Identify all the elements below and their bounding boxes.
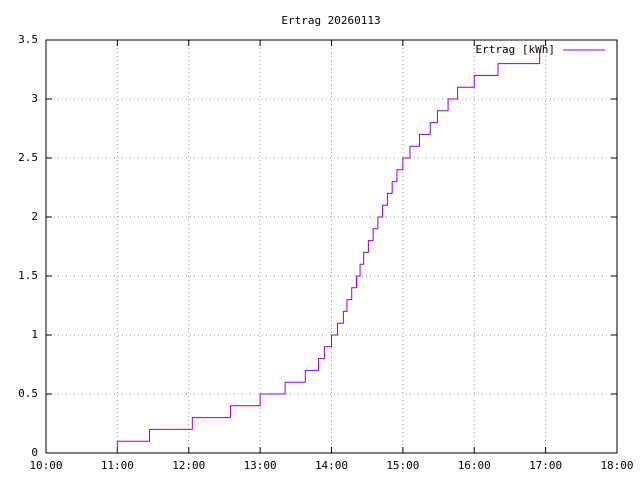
legend-label: Ertrag [kWh] [476, 43, 555, 56]
x-tick-label: 10:00 [29, 459, 62, 472]
y-tick-label: 0.5 [18, 387, 38, 400]
y-tick-label: 1 [31, 328, 38, 341]
x-tick-label: 16:00 [458, 459, 491, 472]
y-tick-label: 3 [31, 92, 38, 105]
x-tick-label: 18:00 [600, 459, 633, 472]
x-tick-label: 11:00 [101, 459, 134, 472]
y-tick-label: 2.5 [18, 151, 38, 164]
x-tick-label: 15:00 [386, 459, 419, 472]
plot-border [45, 39, 618, 454]
data-line [116, 51, 541, 453]
y-tick-label: 0 [31, 446, 38, 459]
y-tick-label: 3.5 [18, 33, 38, 46]
y-tick-label: 2 [31, 210, 38, 223]
x-tick-label: 17:00 [529, 459, 562, 472]
x-tick-label: 13:00 [244, 459, 277, 472]
x-tick-label: 12:00 [172, 459, 205, 472]
chart-title: Ertrag 20260113 [281, 14, 380, 27]
y-tick-label: 1.5 [18, 269, 38, 282]
x-tick-label: 14:00 [315, 459, 348, 472]
